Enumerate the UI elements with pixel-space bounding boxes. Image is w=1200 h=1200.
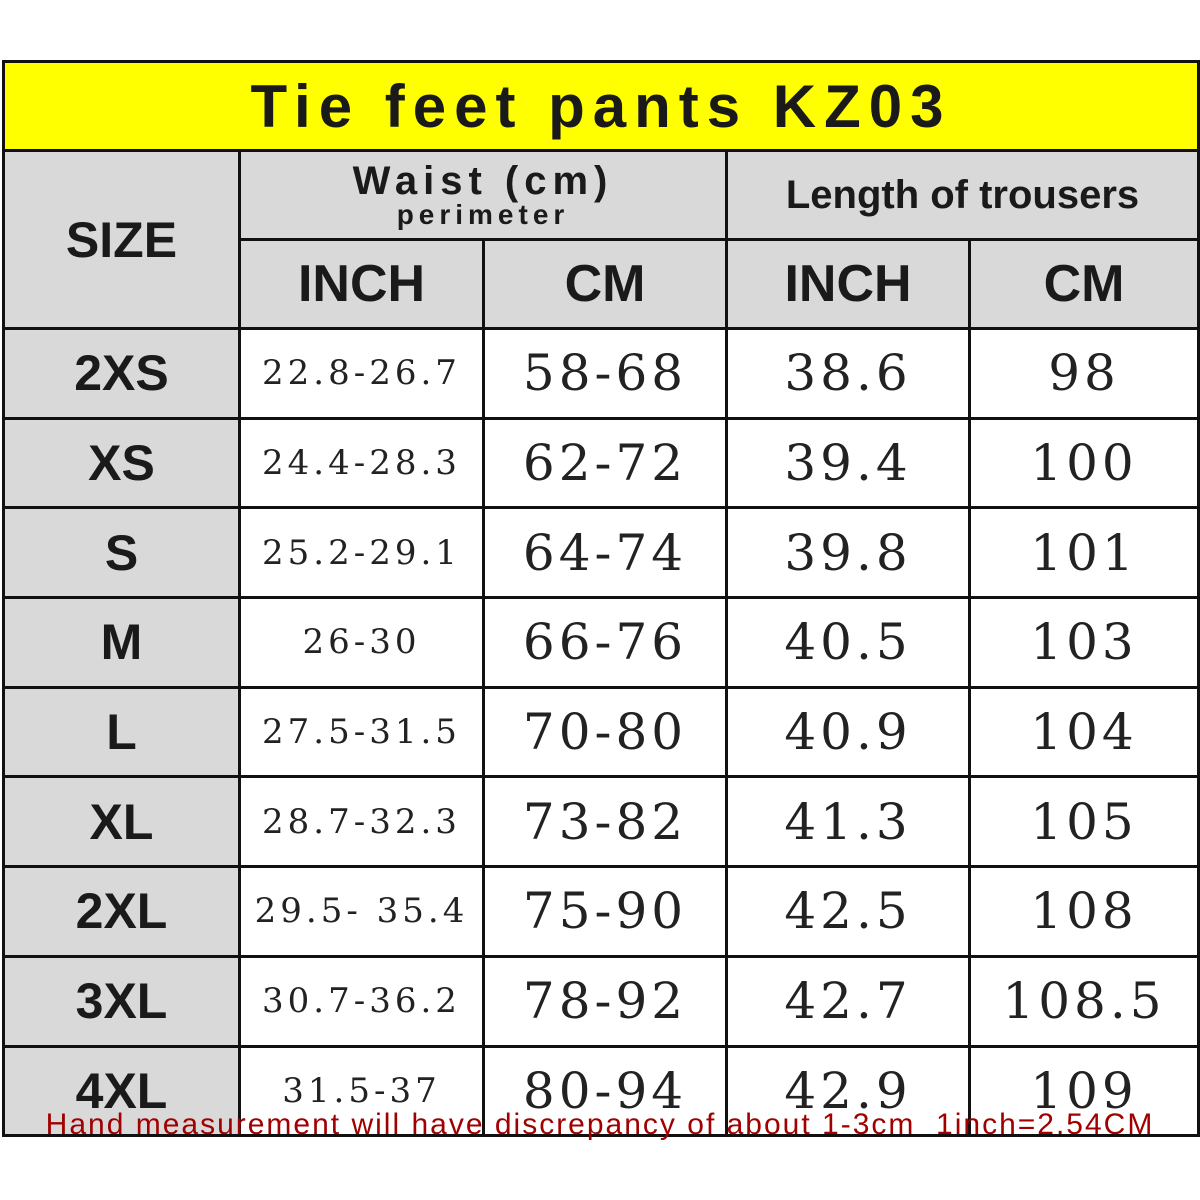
waist-cm-header: CM xyxy=(485,241,725,327)
waist-cm-cell: 58-68 xyxy=(485,330,725,417)
length-inch-cell: 42.9 xyxy=(728,1047,968,1135)
size-cell: L xyxy=(5,688,238,776)
length-inch-cell: 41.3 xyxy=(728,778,968,866)
waist-inch-cell: 30.7-36.2 xyxy=(241,957,482,1045)
length-cm-cell: 103 xyxy=(971,599,1197,686)
waist-cm-cell: 64-74 xyxy=(485,509,725,597)
waist-inch-cell: 29.5- 35.4 xyxy=(241,868,482,955)
waist-cm-cell: 62-72 xyxy=(485,419,725,507)
length-inch-cell: 39.4 xyxy=(728,419,968,507)
waist-inch-cell: 28.7-32.3 xyxy=(241,778,482,866)
size-cell: XS xyxy=(5,419,238,507)
waist-cm-cell: 66-76 xyxy=(485,599,725,686)
waist-inch-header: INCH xyxy=(241,241,482,327)
waist-cm-cell: 75-90 xyxy=(485,868,725,955)
size-cell: 3XL xyxy=(5,957,238,1045)
length-cm-cell: 109 xyxy=(971,1047,1197,1135)
length-inch-cell: 40.5 xyxy=(728,599,968,686)
length-cm-header: CM xyxy=(971,241,1197,327)
waist-cm-cell: 70-80 xyxy=(485,688,725,776)
waist-header-line1: Waist (cm) xyxy=(352,159,614,203)
length-inch-cell: 42.7 xyxy=(728,957,968,1045)
waist-header: Waist (cm) perimeter xyxy=(241,152,725,238)
length-inch-cell: 39.8 xyxy=(728,509,968,597)
size-chart-table: Tie feet pants KZ03 SIZE Waist (cm) peri… xyxy=(2,60,1200,1138)
length-cm-cell: 105 xyxy=(971,778,1197,866)
length-cm-cell: 101 xyxy=(971,509,1197,597)
size-cell: S xyxy=(5,509,238,597)
length-cm-cell: 98 xyxy=(971,330,1197,417)
size-cell: 2XS xyxy=(5,330,238,417)
length-inch-header: INCH xyxy=(728,241,968,327)
length-cm-cell: 104 xyxy=(971,688,1197,776)
waist-cm-cell: 73-82 xyxy=(485,778,725,866)
length-cm-cell: 108 xyxy=(971,868,1197,955)
waist-inch-cell: 24.4-28.3 xyxy=(241,419,482,507)
waist-cm-cell: 80-94 xyxy=(485,1047,725,1135)
waist-header-line2: perimeter xyxy=(396,199,570,230)
chart-title: Tie feet pants KZ03 xyxy=(5,63,1197,149)
size-header: SIZE xyxy=(5,152,238,327)
size-cell: XL xyxy=(5,778,238,866)
waist-inch-cell: 26-30 xyxy=(241,599,482,686)
size-cell: 4XL xyxy=(5,1047,238,1135)
waist-inch-cell: 25.2-29.1 xyxy=(241,509,482,597)
waist-cm-cell: 78-92 xyxy=(485,957,725,1045)
waist-inch-cell: 31.5-37 xyxy=(241,1047,482,1135)
waist-inch-cell: 27.5-31.5 xyxy=(241,688,482,776)
size-cell: 2XL xyxy=(5,868,238,955)
length-cm-cell: 100 xyxy=(971,419,1197,507)
length-inch-cell: 40.9 xyxy=(728,688,968,776)
waist-inch-cell: 22.8-26.7 xyxy=(241,330,482,417)
length-inch-cell: 38.6 xyxy=(728,330,968,417)
footer-note: Hand measurement will have discrepancy o… xyxy=(45,1108,1155,1141)
length-inch-cell: 42.5 xyxy=(728,868,968,955)
length-cm-cell: 108.5 xyxy=(971,957,1197,1045)
size-cell: M xyxy=(5,599,238,686)
length-header: Length of trousers xyxy=(728,152,1197,238)
